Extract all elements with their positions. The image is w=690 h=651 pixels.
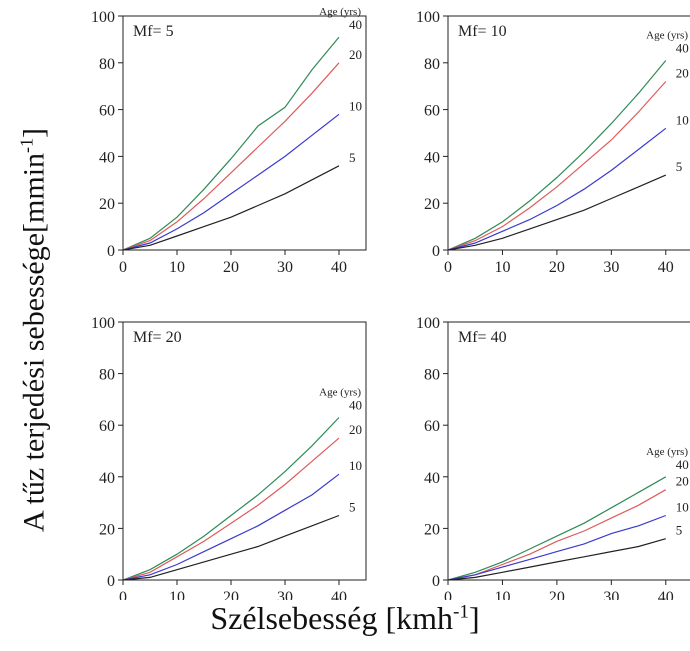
y-tick-label: 40 (424, 149, 440, 166)
y-tick-label: 60 (99, 418, 115, 435)
series-label-age-10: 10 (349, 458, 362, 473)
y-tick-label: 40 (424, 470, 440, 487)
y-tick-label: 40 (99, 470, 115, 487)
plot-panel-1: 0 20 40 60 80 100 0 10 20 30 40 40 20 10 5 Age (yrs) Mf=… (91, 6, 367, 276)
series-line-age-5 (122, 165, 340, 251)
plot-panel-2: 0 20 40 60 80 100 0 10 20 30 40 40 20 10 5 Age (yrs) Mf=… (416, 9, 690, 276)
series-label-age-20: 20 (349, 422, 362, 437)
x-tick-label: 30 (277, 259, 293, 276)
series-line-age-10 (122, 473, 340, 581)
x-tick-label: 0 (119, 259, 127, 276)
series-line-age-10 (122, 113, 340, 251)
series-label-age-20: 20 (676, 66, 689, 81)
y-tick-label: 0 (107, 243, 115, 260)
series-line-age-40 (122, 417, 340, 581)
y-tick-label: 60 (424, 418, 440, 435)
y-tick-label: 0 (432, 573, 440, 590)
series-line-age-10 (447, 514, 667, 581)
series-line-age-5 (122, 514, 340, 581)
x-tick-label: 20 (549, 589, 565, 600)
y-tick-label: 100 (416, 315, 440, 332)
x-axis-label: Szélsebesség [kmh-1] (0, 600, 690, 637)
series-label-age-40: 40 (349, 17, 362, 32)
legend-title: Age (yrs) (319, 386, 361, 398)
plot-panel-3: 0 20 40 60 80 100 0 10 20 30 40 40 20 10 5 Age (yrs) Mf=… (91, 315, 367, 600)
y-tick-label: 60 (424, 103, 440, 120)
x-axis-label-text: Szélsebesség [kmh (210, 600, 453, 636)
panel-label: Mf= 5 (133, 23, 174, 40)
y-tick-label: 0 (432, 243, 440, 260)
series-line-age-40 (447, 60, 667, 251)
y-tick-label: 40 (99, 149, 115, 166)
y-tick-label: 80 (424, 367, 440, 384)
plot-panel-4: 0 20 40 60 80 100 0 10 20 30 40 40 20 10 5 Age (yrs) Mf=… (416, 315, 690, 600)
series-label-age-10: 10 (676, 112, 689, 127)
series-label-age-40: 40 (349, 397, 362, 412)
x-tick-label: 30 (277, 589, 293, 600)
x-axis-label-close: ] (468, 600, 480, 636)
x-tick-label: 10 (169, 589, 185, 600)
x-tick-label: 40 (331, 589, 347, 600)
series-line-age-20 (122, 437, 340, 581)
y-tick-label: 20 (424, 196, 440, 213)
series-label-age-5: 5 (349, 150, 356, 165)
series-label-age-40: 40 (676, 457, 689, 472)
series-label-age-10: 10 (676, 500, 689, 515)
legend-title: Age (yrs) (319, 6, 361, 18)
series-line-age-40 (122, 36, 340, 251)
x-tick-label: 20 (223, 259, 239, 276)
y-tick-label: 100 (416, 9, 440, 26)
series-line-age-20 (447, 81, 667, 251)
x-tick-label: 40 (658, 589, 674, 600)
y-tick-label: 80 (99, 56, 115, 73)
series-line-age-20 (122, 62, 340, 251)
y-tick-label: 60 (99, 103, 115, 120)
y-tick-label: 80 (99, 367, 115, 384)
x-tick-label: 10 (169, 259, 185, 276)
panel-label: Mf= 40 (458, 329, 507, 346)
x-tick-label: 10 (494, 589, 510, 600)
series-label-age-5: 5 (676, 523, 683, 538)
series-label-age-5: 5 (349, 500, 356, 515)
x-tick-label: 0 (444, 589, 452, 600)
x-tick-label: 20 (549, 259, 565, 276)
y-tick-label: 20 (99, 196, 115, 213)
series-label-age-10: 10 (349, 98, 362, 113)
plot-frame (122, 321, 367, 581)
series-label-age-40: 40 (676, 40, 689, 55)
y-tick-label: 20 (424, 521, 440, 538)
series-line-age-5 (447, 538, 666, 581)
series-label-age-20: 20 (349, 47, 362, 62)
series-line-age-40 (447, 476, 667, 581)
y-tick-label: 100 (91, 9, 115, 26)
series-line-age-5 (447, 174, 667, 251)
plot-frame (447, 15, 690, 251)
plot-frame (447, 321, 690, 581)
x-tick-label: 40 (331, 259, 347, 276)
panel-label: Mf= 20 (133, 329, 182, 346)
legend-title: Age (yrs) (646, 446, 688, 458)
x-tick-label: 30 (603, 259, 619, 276)
legend-title: Age (yrs) (646, 29, 688, 41)
series-label-age-5: 5 (676, 159, 683, 174)
plot-frame (122, 15, 367, 251)
panel-label: Mf= 10 (458, 23, 507, 40)
x-tick-label: 0 (119, 589, 127, 600)
x-axis-label-exponent: -1 (452, 601, 469, 623)
y-tick-label: 100 (91, 315, 115, 332)
series-label-age-20: 20 (676, 474, 689, 489)
x-tick-label: 40 (658, 259, 674, 276)
y-tick-label: 80 (424, 56, 440, 73)
x-tick-label: 20 (223, 589, 239, 600)
x-tick-label: 30 (603, 589, 619, 600)
y-tick-label: 0 (107, 573, 115, 590)
x-tick-label: 10 (494, 259, 510, 276)
y-tick-label: 20 (99, 521, 115, 538)
series-line-age-10 (447, 127, 667, 251)
x-tick-label: 0 (444, 259, 452, 276)
series-line-age-20 (447, 489, 667, 581)
